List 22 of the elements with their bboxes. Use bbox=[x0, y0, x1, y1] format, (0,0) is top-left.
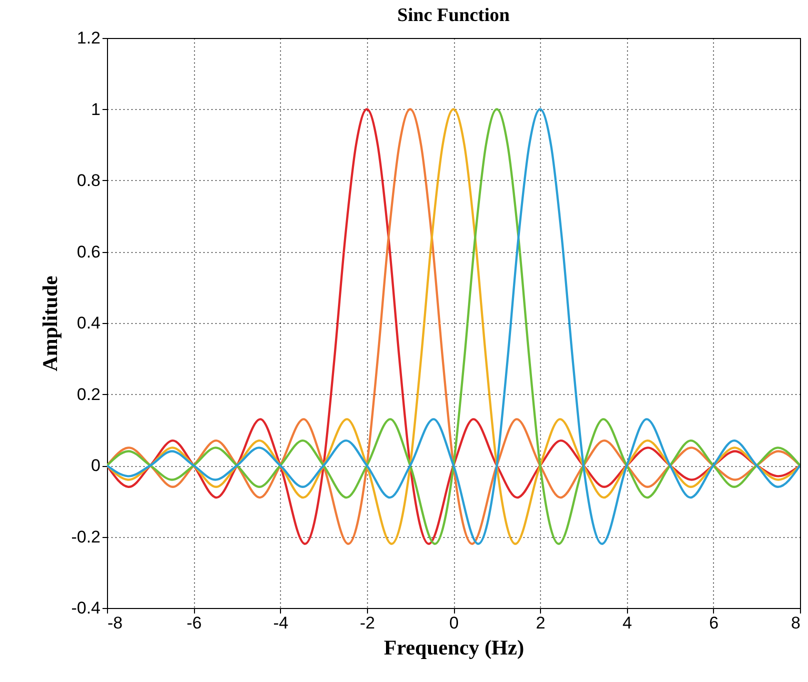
x-tick-label: 8 bbox=[791, 614, 800, 632]
line-series bbox=[107, 108, 800, 545]
y-tick-label: 0.2 bbox=[76, 384, 100, 404]
y-tick-label: 1.2 bbox=[76, 28, 100, 48]
x-tick-label: -4 bbox=[273, 614, 288, 632]
x-tick-label: -6 bbox=[186, 614, 202, 632]
y-tick-label: 0.4 bbox=[76, 314, 100, 332]
x-tick-label: -8 bbox=[108, 614, 123, 632]
y-tick-label: 0.6 bbox=[76, 242, 100, 262]
y-tick-label: 0.8 bbox=[76, 171, 100, 190]
y-tick-label: 1 bbox=[91, 100, 100, 119]
x-axis-title: Frequency (Hz) bbox=[384, 636, 524, 660]
x-tick-label: 6 bbox=[709, 614, 719, 632]
x-tick-label: 4 bbox=[622, 614, 632, 632]
x-tick-label: -2 bbox=[360, 614, 375, 632]
y-tick-label: -0.2 bbox=[71, 527, 100, 546]
chart-title: Sinc Function bbox=[397, 5, 510, 26]
y-tick-label: 0 bbox=[91, 456, 100, 475]
x-tick-label: 0 bbox=[449, 614, 459, 632]
y-axis-title: Amplitude bbox=[38, 276, 62, 372]
y-tick-label: -0.4 bbox=[71, 598, 100, 618]
x-tick-label: 2 bbox=[536, 614, 546, 632]
